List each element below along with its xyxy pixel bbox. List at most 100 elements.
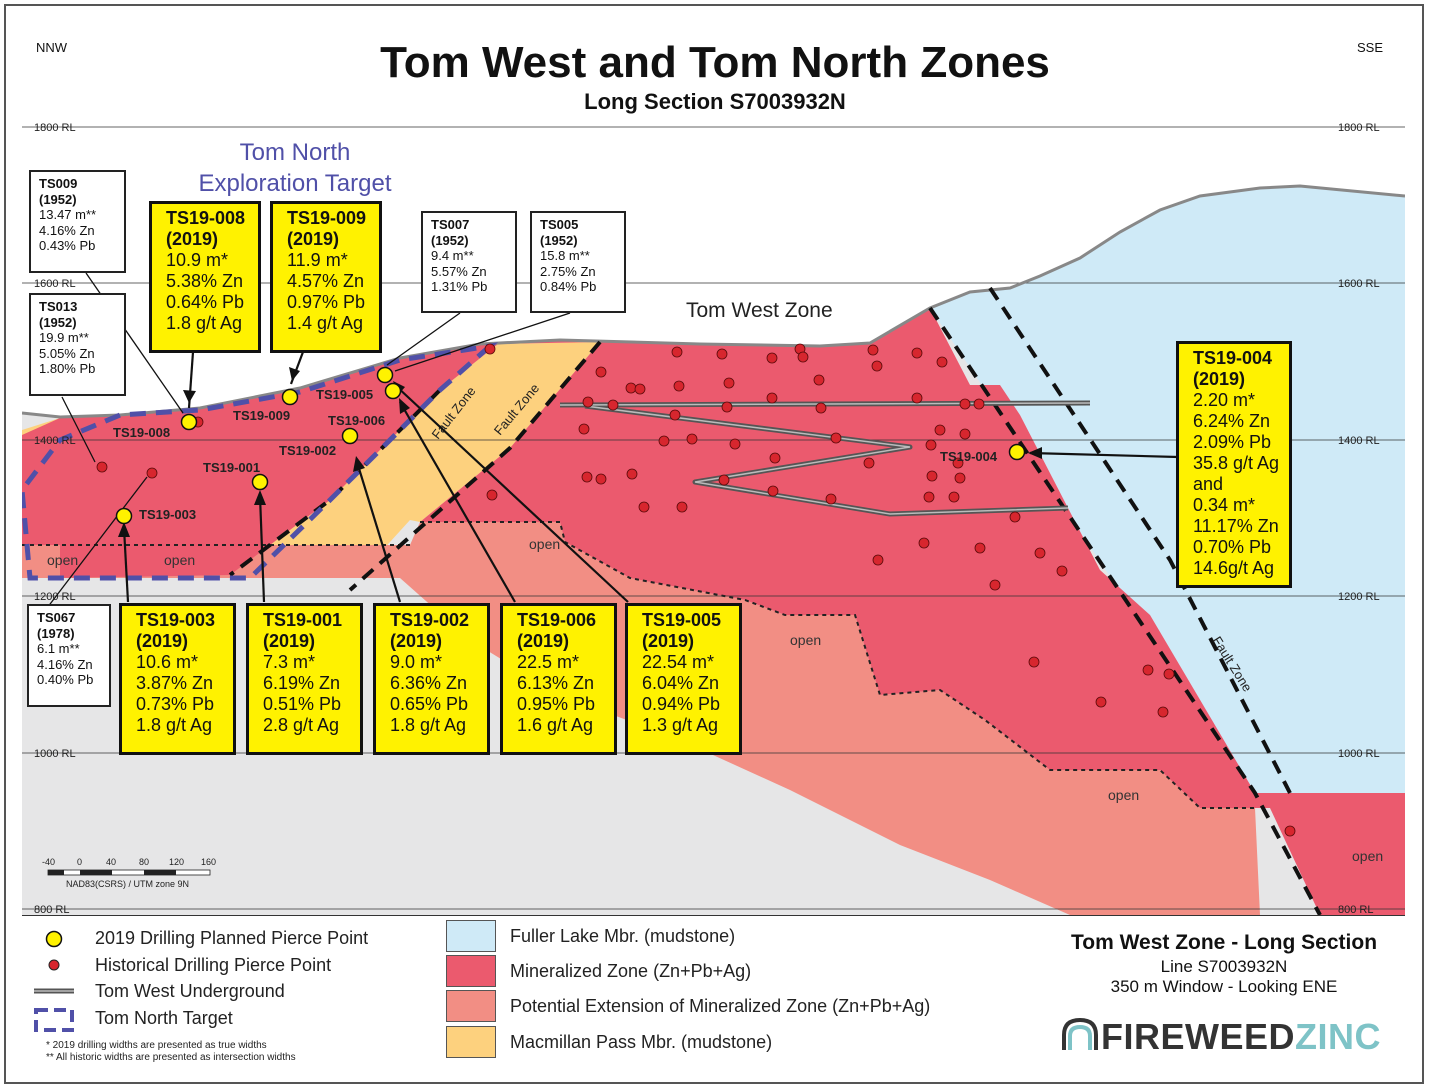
callout-line: 6.13% Zn bbox=[517, 673, 595, 693]
legend-label-underground: Tom West Underground bbox=[95, 981, 285, 1001]
historical-pierce-point bbox=[671, 346, 683, 358]
historical-pierce-point bbox=[723, 377, 735, 389]
fireweed-logo: FIREWEEDZINC bbox=[1101, 1016, 1381, 1058]
callout-line: 1.8 g/t Ag bbox=[166, 313, 243, 333]
scale-tick-4: 120 bbox=[169, 857, 184, 867]
callout-ts013: TS013 (1952) 19.9 m** 5.05% Zn 1.80% Pb bbox=[29, 293, 126, 396]
historical-pierce-point bbox=[974, 542, 986, 554]
historical-pierce-point bbox=[923, 491, 935, 503]
callout-ts19-009: TS19-009 (2019) 11.9 m* 4.57% Zn 0.97% P… bbox=[270, 201, 382, 353]
historical-pierce-point bbox=[578, 423, 590, 435]
callout-line: 0.34 m* bbox=[1193, 495, 1256, 515]
swatch-macmillan bbox=[446, 1026, 496, 1058]
legend-icons bbox=[34, 930, 74, 1032]
callout-line: 35.8 g/t Ag bbox=[1193, 453, 1280, 473]
logo-text-fireweed: FIREWEED bbox=[1101, 1016, 1296, 1057]
open-label-2: open bbox=[164, 552, 195, 568]
scale-tick-2: 40 bbox=[106, 857, 116, 867]
historical-pierce-point bbox=[766, 392, 778, 404]
callout-line: 6.19% Zn bbox=[263, 673, 341, 693]
callout-year: (1952) bbox=[39, 191, 77, 207]
historical-pierce-point bbox=[638, 501, 650, 513]
historical-pierce-point bbox=[954, 472, 966, 484]
callout-line: 0.94% Pb bbox=[642, 694, 721, 714]
historical-pierce-point bbox=[658, 435, 670, 447]
callout-year: (2019) bbox=[287, 229, 340, 249]
pierce-label-ts19-006: TS19-006 bbox=[328, 413, 385, 428]
scale-caption: NAD83(CSRS) / UTM zone 9N bbox=[66, 879, 189, 889]
historical-pierce-point bbox=[582, 396, 594, 408]
historical-pierce-point bbox=[669, 409, 681, 421]
info-line-1: Line S7003932N bbox=[1160, 957, 1288, 976]
historical-pierce-point bbox=[934, 424, 946, 436]
open-label-1: open bbox=[47, 552, 78, 568]
callout-id: TS19-003 bbox=[136, 610, 216, 630]
elev-right-1000: 1000 RL bbox=[1338, 748, 1380, 760]
fuller-lake-layer bbox=[930, 186, 1405, 793]
callout-line: 5.38% Zn bbox=[166, 271, 244, 291]
compass-right: SSE bbox=[1357, 40, 1384, 55]
elev-left-1800: 1800 RL bbox=[34, 122, 76, 134]
callout-id: TS19-009 bbox=[287, 208, 367, 228]
footnote-1: * 2019 drilling widths are presented as … bbox=[46, 1040, 267, 1051]
callout-line: 7.3 m* bbox=[263, 652, 316, 672]
callout-year: (2019) bbox=[263, 631, 316, 651]
pierce-label-ts19-003: TS19-003 bbox=[139, 507, 196, 522]
callout-line: 22.54 m* bbox=[642, 652, 715, 672]
callout-line: 14.6g/t Ag bbox=[1193, 558, 1275, 578]
historical-pierce-point bbox=[1163, 668, 1175, 680]
callout-line: 4.57% Zn bbox=[287, 271, 365, 291]
callout-line: 19.9 m** bbox=[39, 330, 89, 345]
callout-id: TS19-008 bbox=[166, 208, 246, 228]
callout-line: 4.16% Zn bbox=[39, 222, 95, 238]
historical-pierce-point bbox=[959, 428, 971, 440]
red-dot-icon bbox=[48, 959, 60, 971]
callout-line: 5.05% Zn bbox=[39, 345, 95, 361]
callout-line: 1.80% Pb bbox=[39, 361, 96, 376]
historical-pierce-point bbox=[607, 399, 619, 411]
legend-label-2019: 2019 Drilling Planned Pierce Point bbox=[95, 928, 369, 948]
callout-line: 6.36% Zn bbox=[390, 673, 468, 693]
callout-line: 22.5 m* bbox=[517, 652, 580, 672]
callout-line: 1.4 g/t Ag bbox=[287, 313, 364, 333]
callout-line: and bbox=[1193, 474, 1224, 494]
scale-tick-5: 160 bbox=[201, 857, 216, 867]
historical-pierce-point bbox=[484, 343, 496, 355]
page-title: Tom West and Tom North Zones bbox=[380, 38, 1050, 87]
historical-pierce-point bbox=[989, 579, 1001, 591]
legend-label-target: Tom North Target bbox=[95, 1008, 233, 1028]
callout-ts005: TS005 (1952) 15.8 m** 2.75% Zn 0.84% Pb bbox=[530, 211, 626, 313]
footnote-2: ** All historic widths are presented as … bbox=[46, 1052, 296, 1063]
historical-pierce-points bbox=[96, 343, 1296, 837]
tom-north-target-outline bbox=[22, 342, 499, 581]
pierce-label-ts19-009: TS19-009 bbox=[233, 408, 290, 423]
callout-year: (2019) bbox=[1193, 369, 1246, 389]
callout-id: TS013 bbox=[39, 299, 78, 314]
legend-divider bbox=[22, 915, 1405, 916]
legend-unit-extension: Potential Extension of Mineralized Zone … bbox=[510, 996, 931, 1016]
historical-pierce-point bbox=[815, 402, 827, 414]
callout-year: (2019) bbox=[166, 229, 219, 249]
scale-tick-0: -40 bbox=[42, 857, 55, 867]
callout-year: (1952) bbox=[431, 232, 469, 248]
historical-pierce-point bbox=[676, 501, 688, 513]
open-label-5: open bbox=[1108, 787, 1139, 803]
historical-pierce-point bbox=[1034, 547, 1046, 559]
pierce-label-ts19-001: TS19-001 bbox=[203, 460, 260, 475]
callout-line: 9.4 m** bbox=[431, 248, 474, 263]
info-line-2: 350 m Window - Looking ENE bbox=[1110, 977, 1338, 996]
callout-line: 0.73% Pb bbox=[136, 694, 215, 714]
topography-line bbox=[22, 184, 1405, 419]
pierce-points-2019 bbox=[115, 366, 1026, 525]
historical-pierce-point bbox=[1056, 565, 1068, 577]
callout-line: 6.24% Zn bbox=[1193, 411, 1271, 431]
historical-pierce-point bbox=[825, 493, 837, 505]
logo-text-zinc: ZINC bbox=[1295, 1016, 1382, 1057]
callout-id: TS19-002 bbox=[390, 610, 470, 630]
historical-pierce-point bbox=[625, 382, 637, 394]
callout-id: TS007 bbox=[431, 217, 470, 232]
historical-pierce-point bbox=[626, 468, 638, 480]
pierce-label-ts19-004: TS19-004 bbox=[940, 449, 998, 464]
callout-year: (2019) bbox=[390, 631, 443, 651]
callout-ts19-001: TS19-001 (2019) 7.3 m* 6.19% Zn 0.51% Pb… bbox=[246, 603, 363, 755]
